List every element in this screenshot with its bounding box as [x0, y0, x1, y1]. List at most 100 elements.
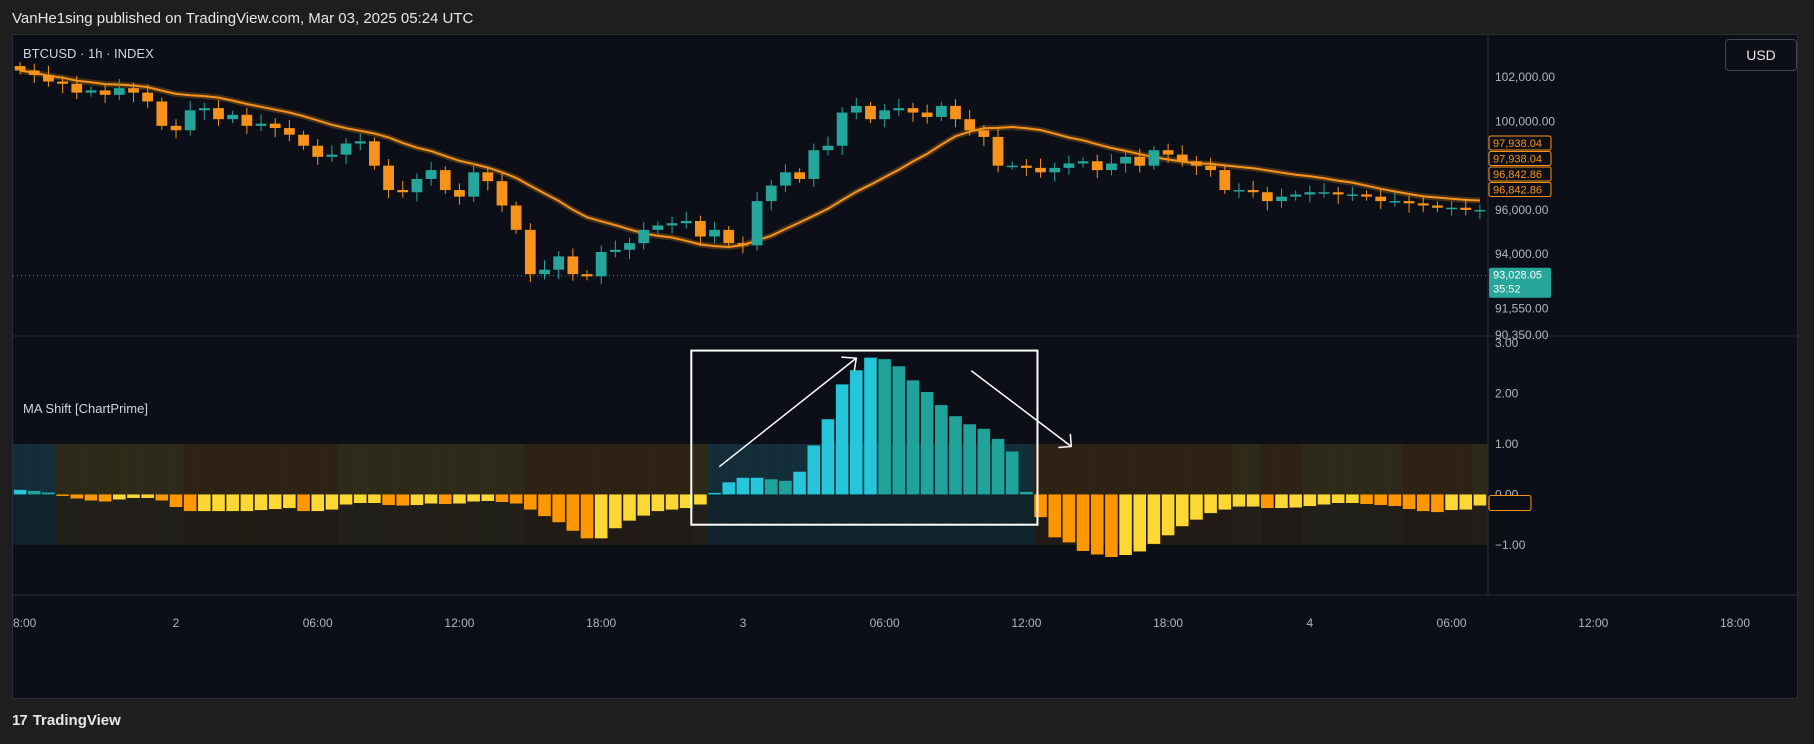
osc-bar [13, 489, 27, 495]
osc-bar [1346, 494, 1359, 504]
osc-bar [198, 494, 211, 512]
chart-area[interactable]: 102,000.00 100,000.00 96,000.00 94,000.00 91… [12, 34, 1799, 700]
band-lower-cell [1359, 494, 1375, 545]
candle-body [666, 223, 678, 226]
candle-body [57, 81, 68, 84]
osc-bar [906, 380, 920, 495]
band-lower-cell [41, 494, 57, 545]
candle-body [822, 145, 834, 151]
candle-body [737, 243, 749, 246]
indicator-legend[interactable]: MA Shift [ChartPrime] [23, 401, 148, 416]
osc-bar [1218, 494, 1232, 510]
osc-bar [694, 494, 707, 505]
band-lower-cell [83, 494, 99, 545]
band-lower-cell [920, 494, 935, 545]
candle-body [765, 185, 777, 202]
osc-bar [878, 359, 891, 495]
annotation-box [690, 349, 1039, 526]
band-upper-cell [664, 443, 680, 495]
osc-bar [481, 494, 495, 501]
band-lower-cell [126, 494, 142, 545]
osc-bar [1133, 494, 1147, 552]
osc-bar [1062, 494, 1076, 543]
candle-body [524, 229, 536, 275]
svg-text:97,938.04: 97,938.04 [1493, 154, 1542, 166]
candle-body [241, 114, 253, 126]
band-upper-cell [438, 443, 453, 495]
time-axis-label: 3 [740, 616, 747, 630]
osc-bar [736, 477, 750, 495]
tradingview-brand[interactable]: 17 TradingView [12, 712, 121, 729]
osc-bar [368, 494, 381, 504]
band-upper-cell [296, 443, 312, 495]
band-lower-cell [806, 494, 822, 545]
band-upper-cell [1302, 443, 1318, 495]
band-lower-cell [990, 494, 1006, 545]
osc-bar [438, 494, 452, 505]
band-lower-cell [948, 494, 964, 545]
osc-bar [1473, 494, 1487, 506]
time-axis-label: 12:00 [1011, 616, 1041, 630]
candle-body [567, 256, 579, 275]
candle-body [1247, 190, 1259, 193]
brand-name: TradingView [32, 712, 121, 729]
candle-body [227, 114, 239, 120]
candle-body [1332, 192, 1344, 195]
band-upper-cell [1331, 443, 1346, 495]
osc-bar [1445, 494, 1458, 511]
candle-body [128, 88, 139, 93]
candle-body [850, 105, 862, 113]
osc-bar [467, 494, 480, 502]
band-upper-cell [424, 443, 439, 495]
candle-body [865, 105, 876, 120]
band-lower-cell [1019, 494, 1034, 545]
band-upper-cell [636, 443, 652, 495]
osc-bar [935, 405, 948, 495]
band-upper-cell [1288, 443, 1304, 495]
band-lower-cell [849, 494, 864, 545]
band-lower-cell [1345, 494, 1360, 545]
candle-body [992, 136, 1004, 166]
band-upper-cell [1260, 443, 1275, 495]
price-axis-label: 96,000.00 [1495, 203, 1549, 217]
ma-line-glow [19, 67, 1481, 251]
osc-bar [1431, 494, 1444, 513]
osc-bar [1261, 494, 1274, 509]
candle-body [581, 274, 593, 277]
price-axis-label: 102,000.00 [1495, 70, 1555, 84]
chart-canvas[interactable]: 102,000.00 100,000.00 96,000.00 94,000.00 91… [13, 35, 1799, 700]
price-axis-label: 94,000.00 [1495, 247, 1549, 261]
band-upper-cell [679, 443, 694, 495]
candle-body [1049, 167, 1061, 173]
ma-line [19, 69, 1480, 249]
candle-body [1176, 154, 1188, 162]
band-upper-cell [1444, 443, 1460, 495]
osc-bar [991, 438, 1005, 495]
candle-body [950, 105, 961, 120]
currency-button[interactable]: USD [1725, 39, 1797, 71]
osc-bar [311, 494, 325, 512]
band-lower-cell [1231, 494, 1247, 545]
band-upper-cell [353, 443, 368, 495]
band-lower-cell [1331, 494, 1346, 545]
osc-bar [1289, 494, 1302, 508]
band-lower-cell [395, 494, 411, 545]
osc-bar [524, 494, 537, 510]
band-lower-cell [338, 494, 354, 545]
osc-bar [1275, 494, 1288, 509]
candle-body [354, 141, 366, 144]
band-upper-cell [310, 443, 326, 495]
osc-bar [56, 494, 69, 496]
osc-bar [495, 494, 509, 502]
osc-bar [1020, 491, 1033, 495]
symbol-legend[interactable]: BTCUSD · 1h · INDEX [23, 46, 154, 61]
candle-body [1276, 196, 1287, 202]
candle-body [113, 88, 125, 95]
osc-bar [538, 494, 551, 517]
band-upper-cell [622, 443, 638, 495]
band-upper-cell [98, 443, 113, 495]
band-upper-cell [594, 443, 609, 495]
band-upper-cell [154, 443, 170, 495]
candle-body [369, 141, 380, 166]
band-upper-cell [1104, 443, 1119, 495]
